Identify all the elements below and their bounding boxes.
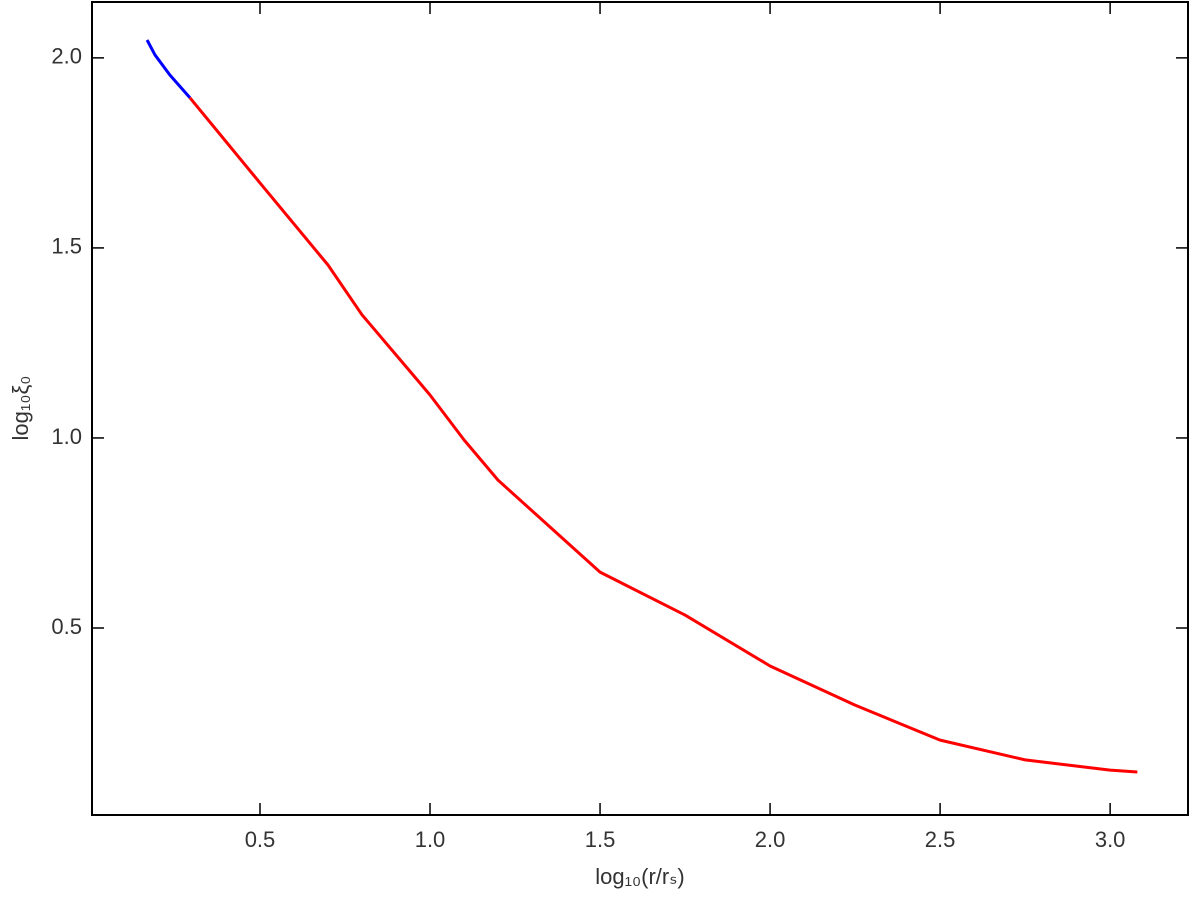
series-line — [145, 39, 192, 99]
x-tick-label: 0.5 — [245, 827, 276, 852]
y-tick-label: 1.0 — [51, 424, 82, 449]
y-tick-label: 0.5 — [51, 614, 82, 639]
y-tick-label: 1.5 — [51, 234, 82, 259]
series-line — [188, 96, 1138, 774]
x-tick-label: 1.5 — [585, 827, 616, 852]
x-axis-label: log₁₀(r/rₛ) — [595, 864, 685, 889]
plot-frame — [91, 1, 1189, 816]
x-tick-label: 1.0 — [415, 827, 446, 852]
x-tick-label: 3.0 — [1095, 827, 1126, 852]
y-tick-label: 2.0 — [51, 44, 82, 69]
x-tick-label: 2.0 — [755, 827, 786, 852]
y-axis-label: log₁₀ξ₀ — [8, 376, 33, 441]
x-tick-label: 2.5 — [925, 827, 956, 852]
